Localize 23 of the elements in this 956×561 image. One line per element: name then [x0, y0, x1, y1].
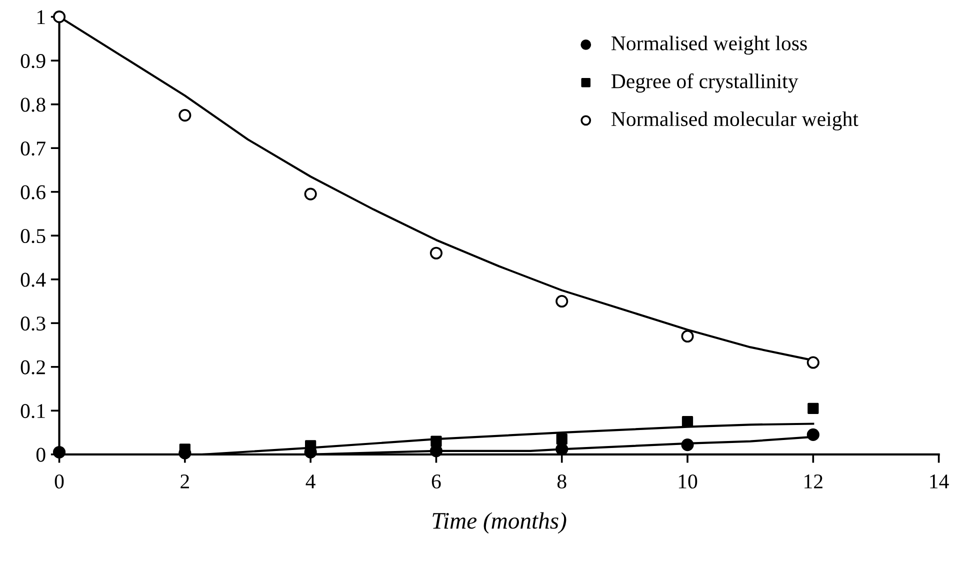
y-tick-label: 0.5: [20, 228, 46, 244]
y-tick-label: 0.4: [20, 272, 46, 287]
x-tick-label: 4: [306, 474, 316, 488]
y-tick-label: 0.8: [20, 98, 46, 112]
x-tick-label: 0: [54, 474, 64, 489]
x-tick-label: 10: [678, 474, 698, 489]
y-tick-label: 0.7: [20, 141, 46, 156]
x-tick-label: 6: [432, 474, 441, 489]
y-tick-label: 0.2: [20, 360, 45, 374]
x-tick-label: 2: [180, 474, 189, 488]
legend-label: Normalised molecular weight: [611, 111, 858, 130]
x-tick-label: 14: [930, 474, 949, 488]
y-tick-label: 0.9: [20, 54, 46, 68]
x-axis-title: Time (months): [432, 512, 566, 534]
y-tick-label: 0.1: [20, 404, 45, 418]
y-tick-label: 0.6: [20, 185, 46, 200]
legend-label: Normalised weight loss: [611, 36, 807, 55]
y-tick-label: 0: [36, 448, 46, 462]
x-tick-label: 8: [557, 474, 566, 489]
y-tick-label: 1: [37, 10, 45, 24]
y-tick-label: 0.3: [20, 316, 46, 331]
legend-label: Degree of crystallinity: [611, 73, 798, 93]
x-tick-label: 12: [804, 474, 822, 488]
